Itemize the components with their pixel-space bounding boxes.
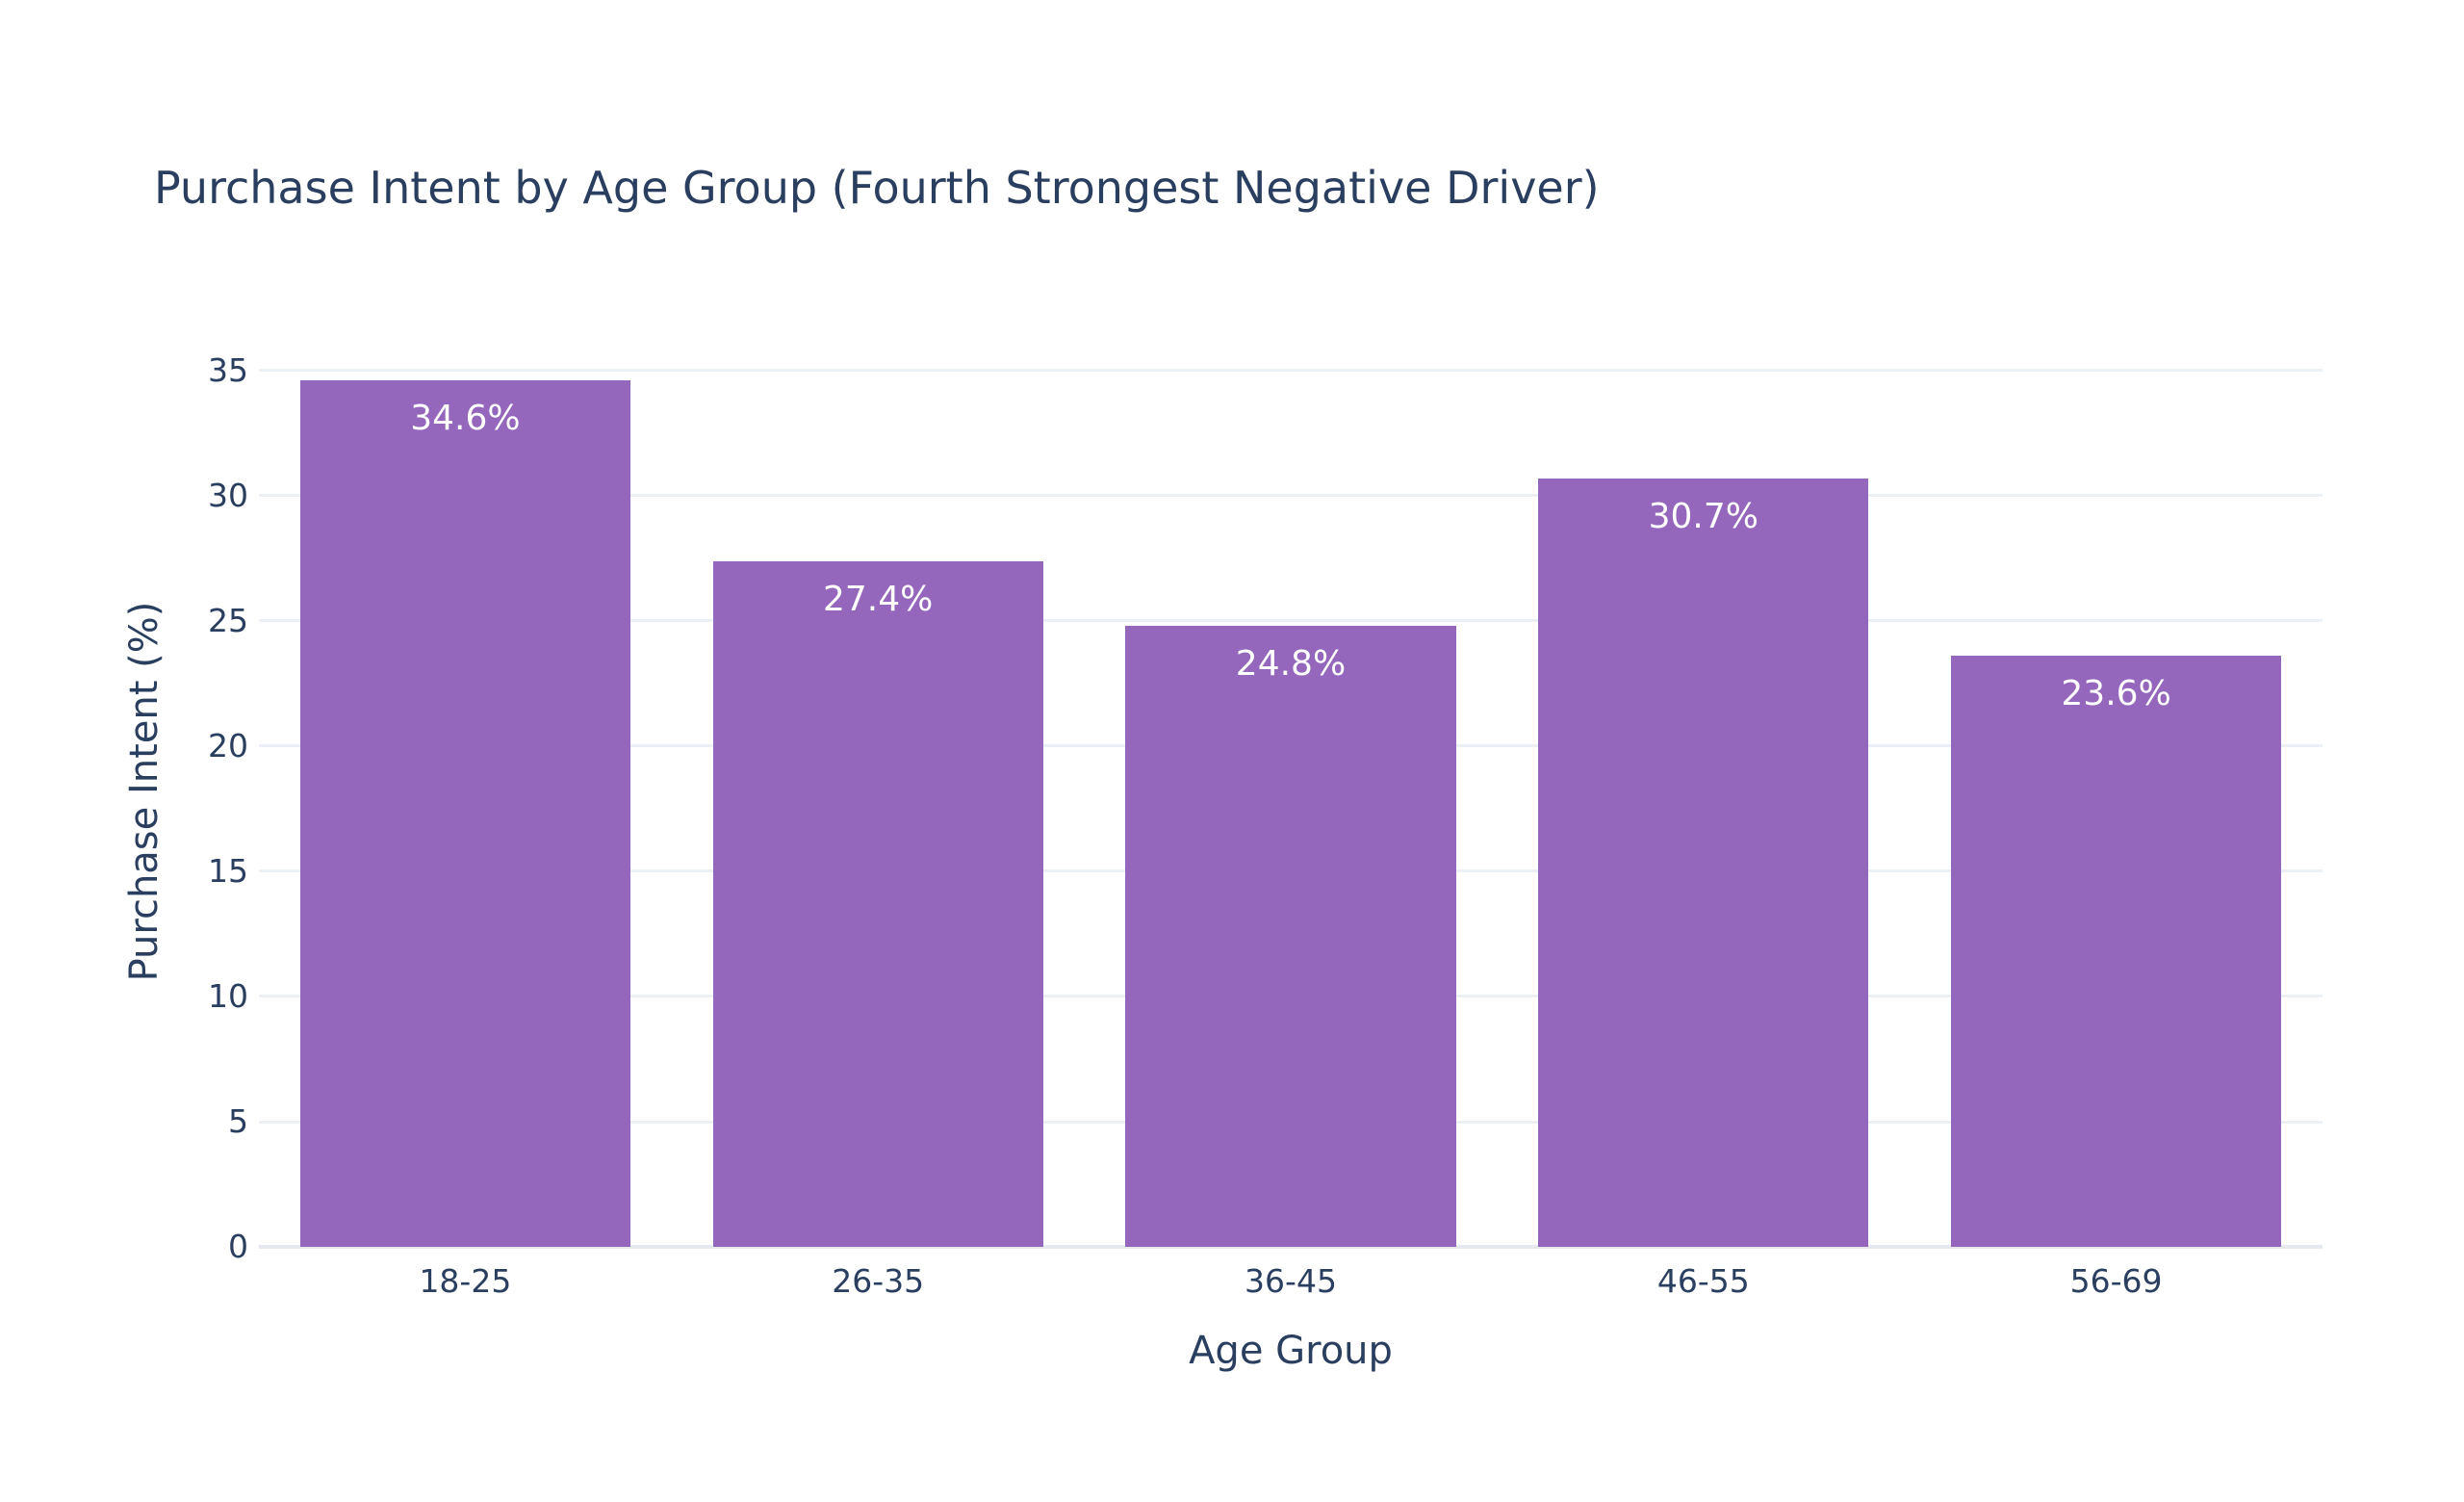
bar-value-label: 30.7% [1648,496,1758,536]
gridline-30 [259,494,2323,498]
x-tick-label: 56-69 [2069,1262,2163,1300]
bar-26-35[interactable]: 27.4% [712,560,1043,1247]
y-tick-label: 35 [208,350,248,389]
y-tick-label: 15 [208,851,248,890]
plot-area[interactable]: 34.6% 27.4% 24.8% 30.7% 23.6% [259,335,2323,1249]
x-axis-title: Age Group [1189,1329,1393,1373]
x-tick-label: 36-45 [1245,1262,1337,1300]
bar-46-55[interactable]: 30.7% [1538,478,1869,1247]
bar-value-label: 24.8% [1235,644,1347,685]
x-tick-label: 26-35 [832,1262,925,1300]
chart-title: Purchase Intent by Age Group (Fourth Str… [154,162,1600,214]
gridline-35 [259,369,2323,373]
x-axis-zero-line [259,1245,2323,1249]
y-tick-label: 0 [228,1228,248,1265]
y-tick-label: 5 [228,1101,248,1140]
gridline-25 [259,619,2323,623]
bar-value-label: 23.6% [2061,674,2171,714]
y-tick-label: 10 [208,976,248,1015]
bar-18-25[interactable]: 34.6% [299,380,630,1247]
y-tick-label: 30 [208,476,248,514]
y-tick-label: 25 [208,601,248,639]
bar-value-label: 27.4% [823,579,934,619]
x-tick-label: 46-55 [1656,1262,1750,1300]
x-tick-label: 18-25 [419,1262,512,1300]
y-axis-title: Purchase Intent (%) [122,601,167,982]
bar-56-69[interactable]: 23.6% [1951,656,2282,1247]
bar-36-45[interactable]: 24.8% [1125,626,1456,1247]
bar-value-label: 34.6% [410,399,521,439]
y-tick-label: 20 [208,726,248,764]
